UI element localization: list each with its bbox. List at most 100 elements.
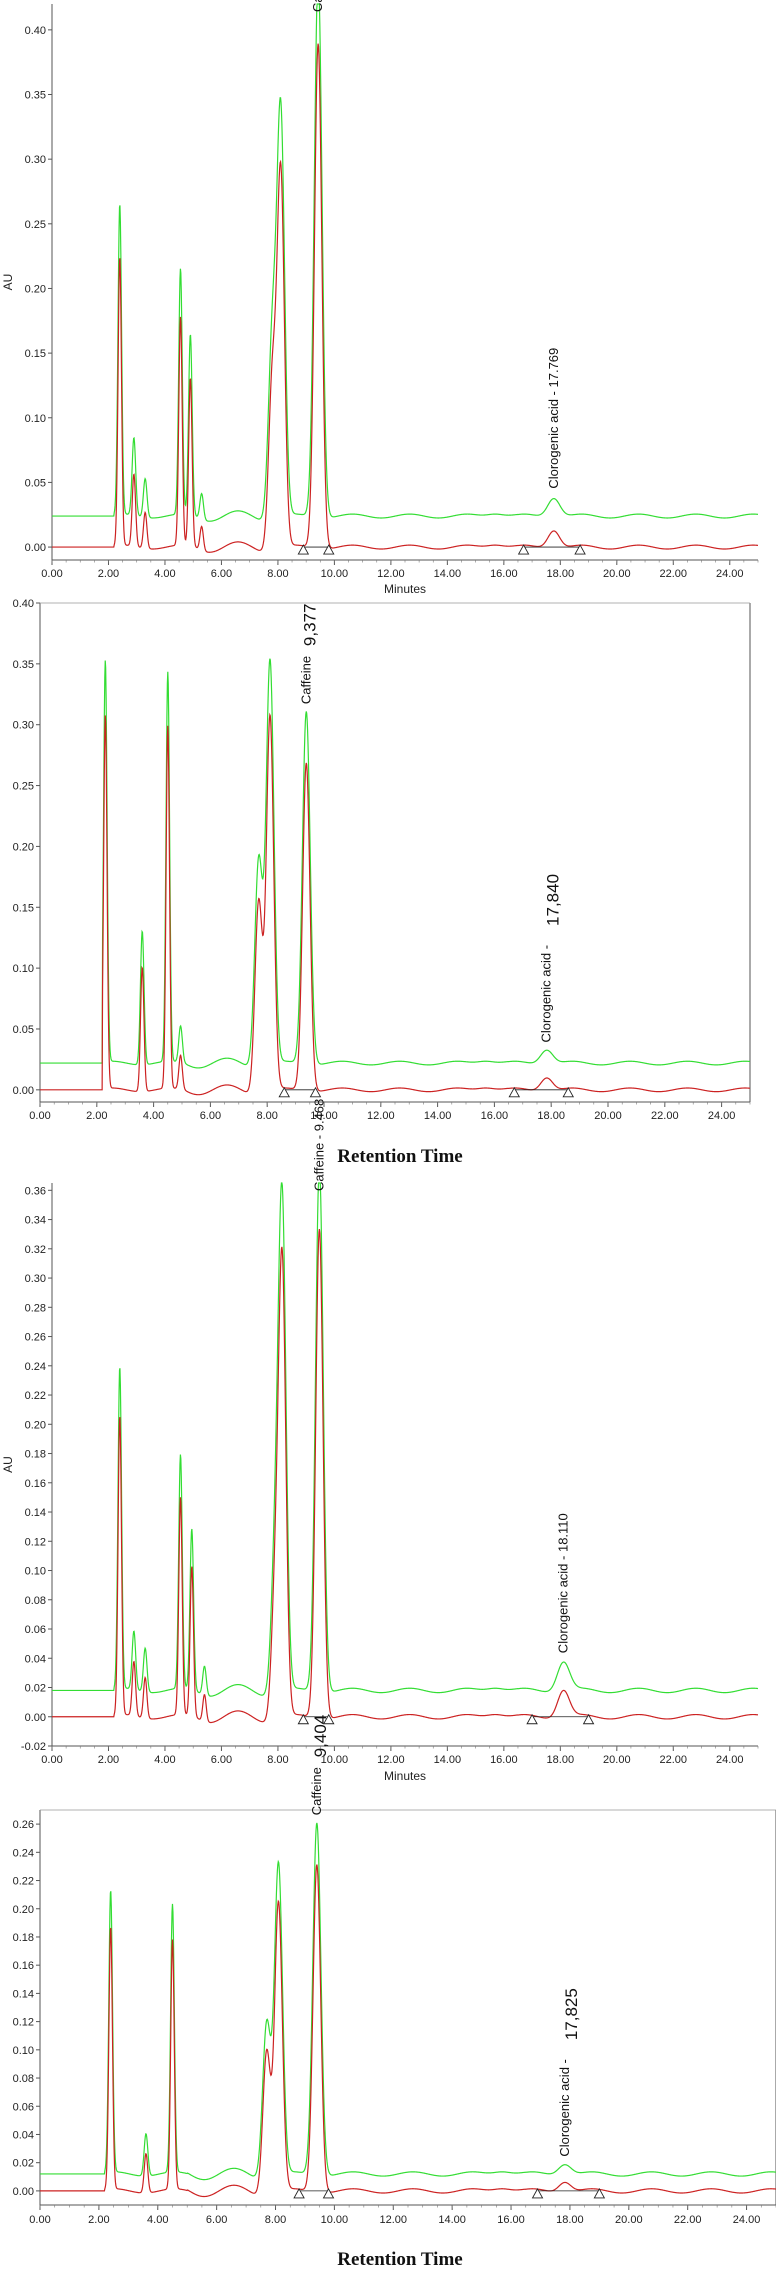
peak-marker-triangle <box>593 2187 606 2199</box>
x-tick-label: 16.00 <box>490 568 518 580</box>
y-tick-label: 0.28 <box>25 1302 46 1314</box>
y-tick-label: 0.24 <box>13 1847 34 1859</box>
y-tick-label: 0.14 <box>25 1507 46 1519</box>
y-tick-label: 0.16 <box>13 1960 34 1972</box>
x-tick-label: 0.00 <box>41 1754 62 1766</box>
y-tick-label: 0.40 <box>13 598 34 610</box>
y-tick-label: 0.05 <box>25 477 46 489</box>
y-tick-label: 0.15 <box>25 348 46 360</box>
y-tick-label: 0.20 <box>25 1419 46 1431</box>
y-tick-label: 0.20 <box>13 841 34 853</box>
x-tick-label: 24.00 <box>716 1754 744 1766</box>
x-tick-label: 0.00 <box>29 2214 50 2226</box>
x-tick-label: 22.00 <box>660 568 688 580</box>
x-tick-label: 8.00 <box>267 1754 288 1766</box>
x-tick-label: 14.00 <box>434 568 462 580</box>
caffeine-peak-label: Caffeine <box>298 656 313 704</box>
chlorogenic-acid-peak-label: Clorogenic acid - 18.110 <box>555 1513 570 1653</box>
retention-time-title: Retention Time <box>337 1146 462 1167</box>
peak-marker-triangle <box>322 544 335 555</box>
peak-marker-triangle <box>278 1086 291 1098</box>
caffeine-peak-label: Caffeine <box>309 1767 324 1815</box>
chromatogram-panel-1: 0.00 0.05 0.10 0.15 0.20 0.25 0.30 0.35 0.40 0.00… <box>0 0 776 596</box>
x-tick-label: 2.00 <box>98 568 119 580</box>
y-tick-label: 0.26 <box>25 1332 46 1344</box>
chromatogram-panel-3: -0.02 0.00 0.02 0.04 0.06 0.08 0.10 0.12 0.14 0.1… <box>0 1099 776 1800</box>
y-tick-label: 0.22 <box>25 1390 46 1402</box>
x-tick-label: 22.00 <box>651 1110 679 1122</box>
x-tick-label: 24.00 <box>733 2214 761 2226</box>
y-tick-label: 0.32 <box>25 1244 46 1256</box>
chlorogenic-acid-peak-label: Clorogenic acid - <box>557 2059 572 2157</box>
y-tick-label: 0.02 <box>25 1683 46 1695</box>
y-tick-label: 0.24 <box>25 1361 46 1373</box>
chromatogram-2: 0.00 0.05 0.10 0.15 0.20 0.25 0.30 0.35 0.40 0.00… <box>13 598 751 1167</box>
peak-marker-triangle <box>517 544 530 555</box>
y-tick-label: 0.35 <box>13 659 34 671</box>
x-tick-label: 14.00 <box>424 1110 452 1122</box>
chlorogenic-acid-peak-label: Clorogenic acid - 17.769 <box>546 348 561 489</box>
y-tick-label: 0.30 <box>25 1273 46 1285</box>
x-tick-label: 20.00 <box>603 1754 631 1766</box>
peak-marker-triangle <box>508 1086 521 1098</box>
y-tick-label: 0.34 <box>25 1215 46 1227</box>
y-tick-label: 0.08 <box>25 1595 46 1607</box>
peak-marker-triangle <box>309 1086 322 1098</box>
x-tick-label: 10.00 <box>310 1110 338 1122</box>
y-tick-label: 0.16 <box>25 1478 46 1490</box>
x-axis-title: Minutes <box>384 1769 426 1783</box>
x-tick-label: 24.00 <box>716 568 744 580</box>
x-tick-label: 12.00 <box>377 568 405 580</box>
caffeine-peak-label: Caffeine - 9.424 <box>310 0 325 12</box>
x-tick-label: 12.00 <box>377 1754 405 1766</box>
x-tick-label: 10.00 <box>321 1754 349 1766</box>
green-trace <box>40 658 751 1069</box>
y-tick-label: 0.26 <box>13 1819 34 1831</box>
y-tick-label: -0.02 <box>21 1741 46 1753</box>
chromatogram-1: 0.00 0.05 0.10 0.15 0.20 0.25 0.30 0.35 0.40 0.00… <box>1 0 759 596</box>
y-tick-label: 0.25 <box>25 219 46 231</box>
y-tick-label: 0.36 <box>25 1185 46 1197</box>
x-tick-label: 6.00 <box>211 568 232 580</box>
y-tick-label: 0.05 <box>13 1024 34 1036</box>
y-tick-label: 0.00 <box>25 542 46 554</box>
peak-marker-triangle <box>526 1713 538 1725</box>
x-tick-label: 4.00 <box>154 568 175 580</box>
y-tick-label: 0.02 <box>13 2158 34 2170</box>
y-tick-label: 0.15 <box>13 902 34 914</box>
y-tick-label: 0.00 <box>25 1712 46 1724</box>
peak-marker-triangle <box>574 544 586 555</box>
y-tick-label: 0.04 <box>13 2129 34 2141</box>
y-axis-title: AU <box>1 274 15 291</box>
y-tick-label: 0.12 <box>13 2017 34 2029</box>
y-tick-label: 0.20 <box>25 283 46 295</box>
y-tick-label: 0.10 <box>13 963 34 975</box>
x-tick-label: 14.00 <box>438 2214 466 2226</box>
x-tick-label: 14.00 <box>434 1754 462 1766</box>
x-tick-label: 16.00 <box>497 2214 525 2226</box>
green-trace <box>40 1822 776 2181</box>
x-tick-label: 6.00 <box>211 1754 232 1766</box>
y-tick-label: 0.10 <box>25 1566 46 1578</box>
x-tick-label: 22.00 <box>674 2214 702 2226</box>
x-tick-label: 16.00 <box>481 1110 509 1122</box>
peak-marker-triangle <box>322 2187 335 2199</box>
red-trace <box>40 712 751 1096</box>
x-tick-label: 4.00 <box>143 1110 164 1122</box>
y-tick-label: 0.00 <box>13 2186 34 2198</box>
caffeine-peak-label: Caffeine - 9.468 <box>311 1099 326 1191</box>
x-axis-title: Minutes <box>384 582 426 596</box>
y-tick-label: 0.06 <box>25 1624 46 1636</box>
y-tick-label: 0.22 <box>13 1876 34 1888</box>
y-tick-label: 0.10 <box>25 413 46 425</box>
x-tick-label: 8.00 <box>256 1110 277 1122</box>
y-tick-label: 0.30 <box>25 154 46 166</box>
x-tick-label: 6.00 <box>206 2214 227 2226</box>
x-tick-label: 24.00 <box>708 1110 736 1122</box>
y-axis-title: AU <box>1 1456 15 1473</box>
peak-marker-triangle <box>531 2187 544 2199</box>
y-tick-label: 0.18 <box>13 1932 34 1944</box>
x-tick-label: 2.00 <box>86 1110 107 1122</box>
y-tick-label: 0.30 <box>13 720 34 732</box>
peak-marker-triangle <box>297 1713 310 1725</box>
